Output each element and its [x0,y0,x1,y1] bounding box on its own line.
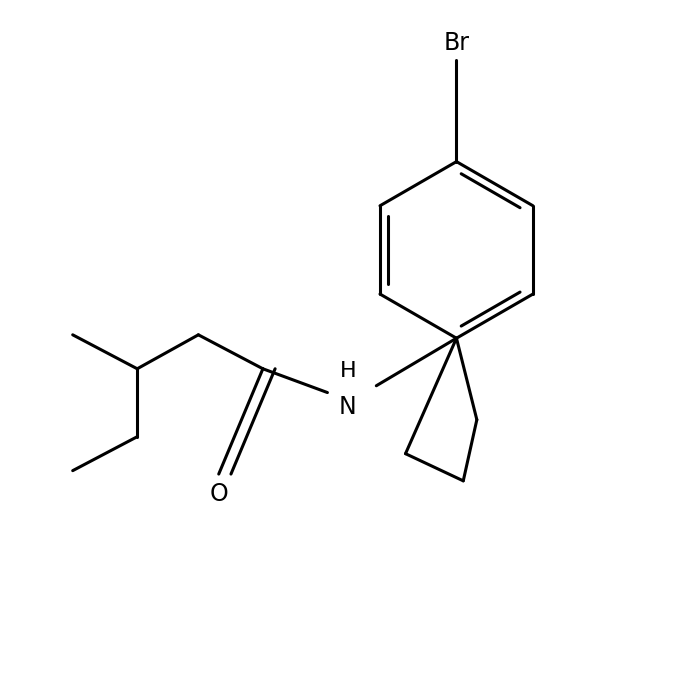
Text: N: N [339,395,357,419]
Text: O: O [209,482,228,506]
Text: H: H [340,361,356,381]
Text: Br: Br [443,31,469,55]
